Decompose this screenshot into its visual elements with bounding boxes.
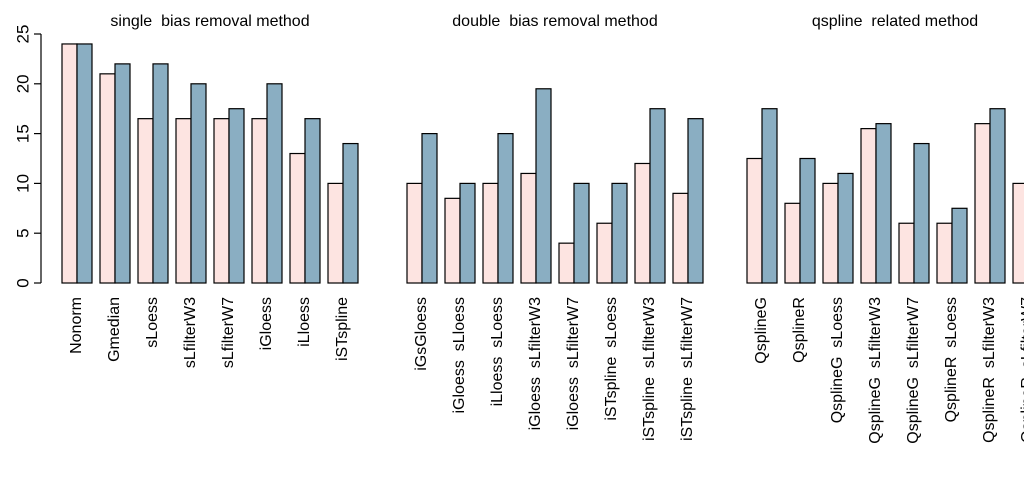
bar-group-3: qspline related method QsplineG QsplineR Qs… bbox=[746, 13, 1024, 444]
x-tick-label: QsplineG sLoess bbox=[829, 297, 846, 423]
x-tick-label: iLloess sLoess bbox=[489, 297, 506, 406]
bar-series-2 bbox=[649, 108, 666, 284]
bar-series-1 bbox=[898, 222, 915, 284]
bar-group-2: double bias removal method iGsGloess iGloe… bbox=[406, 13, 704, 441]
bar-series-2 bbox=[304, 118, 321, 284]
x-tick-label: iSTspline bbox=[334, 297, 351, 361]
bar-series-1 bbox=[596, 222, 613, 284]
bar-series-2 bbox=[989, 108, 1006, 284]
y-tick-label: 25 bbox=[13, 25, 32, 44]
x-tick-label: Gmedian bbox=[106, 297, 123, 362]
y-tick-label: 0 bbox=[13, 278, 32, 287]
bar-series-2 bbox=[573, 182, 590, 284]
bar-group-1: single bias removal method Nonorm Gmedian s… bbox=[61, 13, 359, 368]
bar-series-1 bbox=[444, 197, 461, 284]
bar-series-2 bbox=[497, 133, 514, 284]
bar-series-1 bbox=[860, 128, 877, 284]
x-tick-label: sLfilterW3 bbox=[182, 297, 199, 368]
bar-series-1 bbox=[520, 172, 537, 284]
x-tick-label: QsplineG bbox=[753, 297, 770, 364]
y-tick-label: 15 bbox=[13, 124, 32, 143]
x-tick-label: iGloess bbox=[258, 297, 275, 350]
bar-series-2 bbox=[228, 108, 245, 284]
x-tick-label: QsplineR sLoess bbox=[943, 297, 960, 422]
x-tick-label: Nonorm bbox=[68, 297, 85, 354]
x-tick-label: iGloess sLfilterW3 bbox=[527, 297, 544, 430]
bar-series-1 bbox=[213, 118, 230, 284]
bar-series-2 bbox=[152, 63, 169, 284]
bar-series-2 bbox=[611, 182, 628, 284]
group-title: single bias removal method bbox=[110, 13, 309, 30]
bar-series-1 bbox=[406, 182, 423, 284]
bar-series-2 bbox=[190, 83, 207, 284]
bar-series-2 bbox=[799, 157, 816, 284]
bar-series-1 bbox=[936, 222, 953, 284]
x-tick-label: iSTspline sLoess bbox=[603, 297, 620, 421]
bar-series-2 bbox=[837, 172, 854, 284]
x-tick-label: iLloess bbox=[296, 297, 313, 347]
bar-series-1 bbox=[61, 43, 78, 284]
x-tick-label: iGloess sLloess bbox=[451, 297, 468, 414]
x-tick-label: iSTspline sLfilterW3 bbox=[641, 297, 658, 441]
x-tick-label: sLoess bbox=[144, 297, 161, 348]
x-tick-label: iGloess sLfilterW7 bbox=[565, 297, 582, 430]
bar-series-2 bbox=[535, 88, 552, 284]
bar-series-1 bbox=[99, 73, 116, 284]
bar-series-1 bbox=[1012, 182, 1024, 284]
bar-series-1 bbox=[137, 118, 154, 284]
y-tick-label: 5 bbox=[13, 228, 32, 237]
bar-series-2 bbox=[421, 133, 438, 284]
y-tick-label: 10 bbox=[13, 174, 32, 193]
bar-series-1 bbox=[251, 118, 268, 284]
group-title: qspline related method bbox=[812, 13, 978, 30]
bar-series-2 bbox=[266, 83, 283, 284]
bar-series-1 bbox=[289, 152, 306, 284]
bar-series-2 bbox=[76, 43, 93, 284]
plot-area: single bias removal method Nonorm Gmedian s… bbox=[61, 13, 1024, 444]
bar-series-1 bbox=[822, 182, 839, 284]
bar-series-2 bbox=[875, 123, 892, 284]
x-tick-label: sLfilterW7 bbox=[220, 297, 237, 368]
bar-series-1 bbox=[634, 162, 651, 284]
bar-series-2 bbox=[687, 118, 704, 284]
bar-series-2 bbox=[342, 142, 359, 284]
bar-series-1 bbox=[482, 182, 499, 284]
x-tick-label: QsplineR sLfilterW3 bbox=[981, 297, 998, 443]
bar-series-2 bbox=[913, 142, 930, 284]
y-tick-label: 20 bbox=[13, 74, 32, 93]
x-tick-label: QsplineG sLfilterW3 bbox=[867, 297, 884, 444]
bar-series-2 bbox=[761, 108, 778, 284]
bar-series-2 bbox=[951, 207, 968, 284]
bar-series-1 bbox=[175, 118, 192, 284]
bar-series-1 bbox=[974, 123, 991, 284]
bar-series-1 bbox=[558, 242, 575, 284]
x-tick-label: QsplineG sLfilterW7 bbox=[905, 297, 922, 444]
bar-series-1 bbox=[784, 202, 801, 284]
x-tick-label: iSTspline sLfilterW7 bbox=[679, 297, 696, 441]
x-tick-label: QsplineR bbox=[791, 297, 808, 363]
x-tick-label: iGsGloess bbox=[413, 297, 430, 371]
bar-series-1 bbox=[327, 182, 344, 284]
y-axis: 0 5 10 15 20 25 bbox=[13, 25, 42, 288]
group-title: double bias removal method bbox=[452, 13, 657, 30]
bar-series-1 bbox=[746, 157, 763, 284]
bar-series-2 bbox=[114, 63, 131, 284]
bar-series-1 bbox=[672, 192, 689, 284]
x-tick-label: QsplineR sLfilterW7 bbox=[1019, 297, 1024, 443]
bar-series-2 bbox=[459, 182, 476, 284]
